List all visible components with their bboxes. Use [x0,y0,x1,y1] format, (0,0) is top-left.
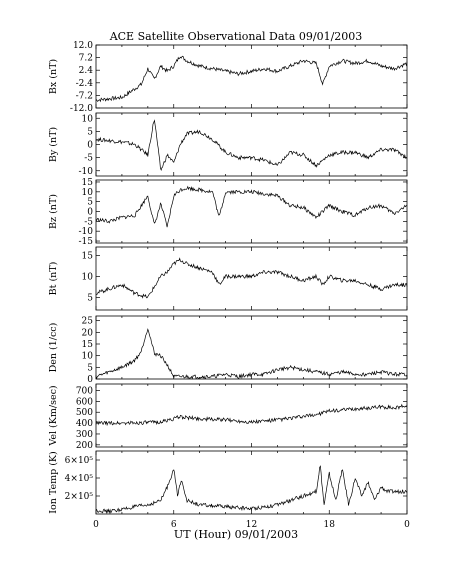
series-line [95,403,408,427]
y-axis-label: Bt (nT) [48,262,59,296]
panels-group: 12.07.22.4-2.4-7.2-12.0Bx (nT)1050-5-10B… [48,41,410,530]
y-axis-label: Bz (nT) [48,194,59,229]
series-line [95,119,408,171]
y-tick-label: 25 [82,317,94,327]
y-tick-label: 200 [76,441,93,451]
y-tick-label: 7.2 [79,54,93,64]
y-tick-label: 0 [87,208,93,218]
y-tick-label: 15 [82,340,94,350]
y-tick-label: 12.0 [73,41,93,51]
panel-6: 6×10⁵ 4×10⁵ 2×10⁵ Ion Temp (K) [48,450,408,515]
y-axis-label: Den (1/cc) [48,323,59,373]
chart-title: ACE Satellite Observational Data 09/01/2… [109,30,363,43]
y-axis-label: Bx (nT) [48,59,59,94]
y-tick-label: 10 [82,272,94,282]
panel-frame [95,246,408,311]
panel-1: 10 5 0 -5 -10 By (nT) [48,112,408,177]
y-tick-label: 5 [87,293,93,303]
panel-frame [95,383,408,448]
y-tick-label: 0 [87,375,93,385]
panel-frame [95,450,408,515]
y-tick-label: 500 [76,408,93,418]
y-tick-label: 300 [76,430,93,440]
x-tick-label: 6 [171,520,177,530]
y-tick-label: -5 [84,217,93,227]
series-line [95,55,408,103]
x-tick-label: 0 [404,520,410,530]
y-tick-label: 700 [76,387,93,397]
y-tick-label: 6×10⁵ [65,456,94,466]
y-tick-label: -5 [84,154,93,164]
y-tick-label: -2.4 [76,79,94,89]
y-tick-label: 600 [76,397,93,407]
y-axis-label: Vel (Km/sec) [48,385,59,446]
series-line [95,185,408,228]
y-tick-label: 15 [82,178,94,188]
y-tick-label: -12.0 [70,104,93,114]
y-tick-label: -7.2 [76,91,93,101]
y-tick-label: 10 [82,352,94,362]
y-tick-label: 5 [87,127,93,137]
panel-3: 15 10 5 Bt (nT) [48,246,408,311]
y-tick-label: 5 [87,363,93,373]
y-tick-label: 2.4 [79,66,94,76]
y-tick-label: 400 [76,419,93,429]
x-tick-label: 0 [93,520,99,530]
panel-frame [95,112,408,177]
y-tick-label: -10 [79,167,94,177]
y-axis-label: Ion Temp (K) [48,451,59,513]
y-tick-label: -10 [79,227,94,237]
y-tick-label: 0 [87,141,93,151]
y-tick-label: 4×10⁵ [65,474,94,484]
series-line [95,465,408,515]
x-tick-label: 18 [324,520,336,530]
panel-0: 12.0 7.2 2.4 -2.4 -7.2 -12.0 Bx (nT) [48,41,408,114]
y-tick-label: 10 [82,114,94,124]
series-line [95,257,408,299]
panel-frame [95,44,408,109]
y-tick-label: 15 [82,251,94,261]
y-tick-label: 2×10⁵ [65,492,94,502]
y-tick-label: 20 [82,328,94,338]
y-tick-label: -15 [79,237,94,247]
panel-frame [95,315,408,380]
y-axis-label: By (nT) [48,127,59,162]
x-axis-label: UT (Hour) 09/01/2003 [174,528,298,541]
y-tick-label: 10 [82,188,94,198]
y-tick-label: 5 [87,198,93,208]
x-tick-label: 12 [246,520,257,530]
series-line [95,328,408,380]
